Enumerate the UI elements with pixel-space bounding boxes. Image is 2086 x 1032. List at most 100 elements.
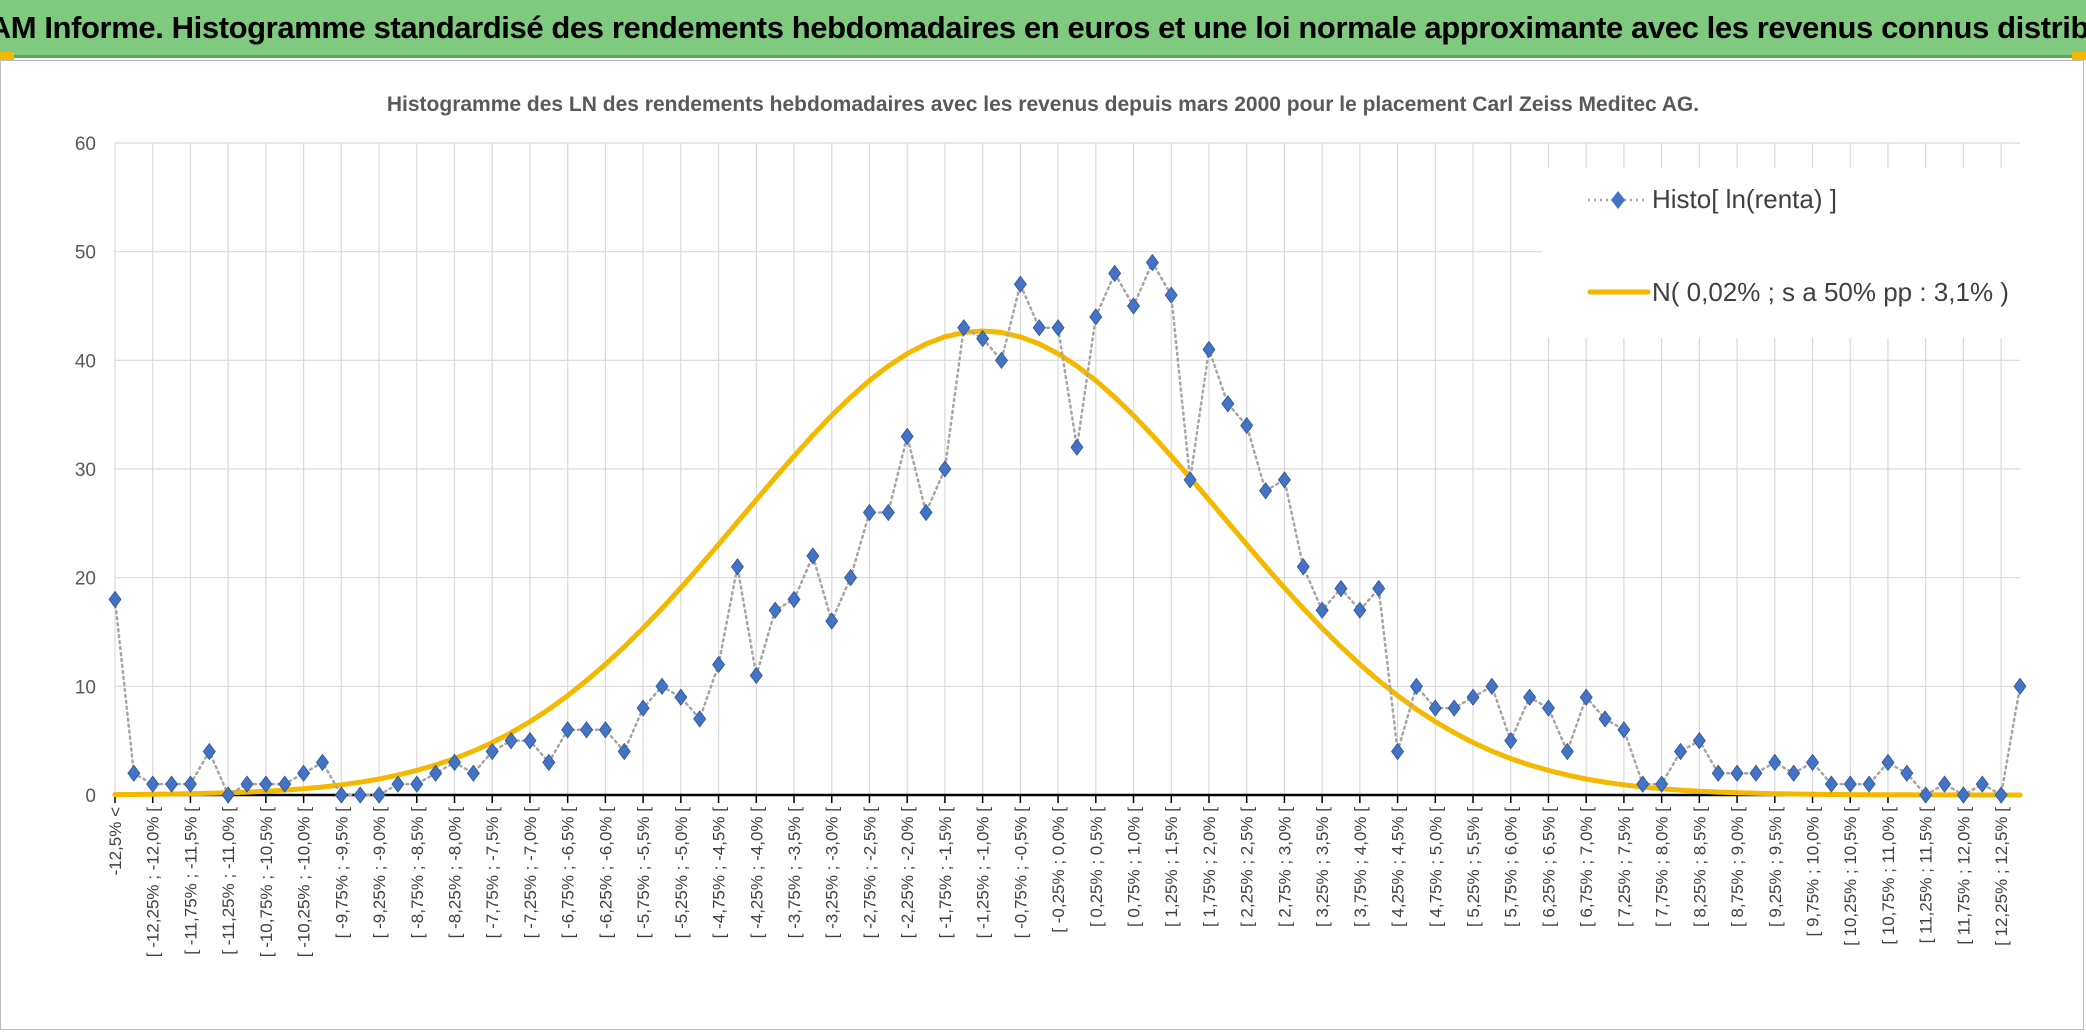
histo-point	[806, 547, 820, 565]
y-axis-ticks: 0 10 20 30 40 50 60	[75, 134, 96, 807]
histo-point	[1259, 482, 1273, 500]
histo-point	[1768, 753, 1782, 772]
y-tick-label: 30	[75, 460, 96, 481]
histo-point	[1013, 275, 1027, 293]
histo-point	[674, 688, 688, 706]
x-tick-label: [ -9,75% ; -9,5% [	[332, 807, 351, 939]
histo-point	[655, 677, 669, 695]
histo-point	[1862, 775, 1876, 793]
histo-point	[1145, 253, 1159, 272]
x-tick-label: [ 3,25% ; 3,5% [	[1313, 807, 1332, 927]
accent-mark-right	[2072, 52, 2086, 60]
histo-point	[1409, 677, 1423, 695]
histo-point	[1221, 395, 1235, 413]
histo-point	[1636, 775, 1650, 793]
histo-point	[1956, 786, 1970, 804]
histo-point	[1315, 601, 1329, 619]
histo-point	[1598, 710, 1612, 728]
x-tick-label: [ -8,25% ; -8,0% [	[446, 807, 465, 939]
histo-point	[844, 569, 858, 587]
histo-point	[221, 786, 235, 804]
histo-point	[1240, 416, 1254, 435]
histo-point	[183, 775, 197, 793]
histo-point	[1692, 732, 1706, 750]
histo-point	[1202, 340, 1216, 359]
x-tick-label: [ 11,25% ; 11,5% [	[1917, 807, 1936, 944]
histo-point	[1391, 742, 1405, 761]
histo-point	[202, 742, 216, 761]
histo-point	[466, 764, 480, 782]
histo-point	[1900, 764, 1914, 782]
histo-point	[1938, 775, 1952, 793]
x-tick-label: [ 5,25% ; 5,5% [	[1464, 807, 1483, 927]
histo-point	[1617, 721, 1631, 739]
x-tick-label: [ -10,25% ; -10,0% [	[295, 807, 314, 958]
y-tick-label: 0	[85, 786, 96, 807]
report-title: ADAM Informe. Histogramme standardisé de…	[0, 9, 2086, 45]
histo-point	[1730, 764, 1744, 782]
histo-point	[1994, 786, 2008, 804]
x-tick-label: [ 1,75% ; 2,0% [	[1200, 807, 1219, 927]
x-tick-label: [ 8,75% ; 9,0% [	[1728, 807, 1747, 927]
histo-point	[146, 775, 160, 793]
histo-point	[561, 721, 575, 739]
histo-series	[108, 253, 2027, 804]
x-tick-label: [ 3,75% ; 4,0% [	[1351, 807, 1370, 927]
histo-point	[900, 427, 914, 446]
histo-point	[1673, 742, 1687, 761]
histo-point	[429, 764, 443, 782]
histo-point	[957, 319, 971, 337]
histo-point	[127, 764, 141, 782]
histo-point	[353, 786, 367, 804]
x-tick-label: [ 2,25% ; 2,5% [	[1238, 807, 1257, 927]
histo-point	[787, 590, 801, 609]
x-tick-label: [ 9,75% ; 10,0% [	[1804, 807, 1823, 937]
histo-point	[938, 460, 952, 478]
x-tick-label: [ 11,75% ; 12,0% [	[1954, 807, 1973, 945]
histo-point	[165, 775, 179, 793]
x-tick-label: [ 0,75% ; 1,0% [	[1125, 807, 1144, 927]
x-tick-label: [ -6,25% ; -6,0% [	[596, 807, 615, 939]
x-tick-label: [ -6,75% ; -6,5% [	[559, 807, 578, 939]
x-tick-label: [ -4,25% ; -4,0% [	[747, 807, 766, 939]
x-tick-label: [ -1,25% ; -1,0% [	[974, 807, 993, 939]
x-tick-label: [ 0,25% ; 0,5% [	[1087, 807, 1106, 927]
histo-point	[730, 558, 744, 576]
histo-point	[2013, 677, 2027, 695]
histo-point	[334, 786, 348, 804]
histo-point	[636, 699, 650, 717]
histo-point	[1843, 775, 1857, 793]
legend-histo-label: Histo[ ln(renta) ]	[1652, 184, 1837, 214]
x-tick-label: [ -3,75% ; -3,5% [	[785, 807, 804, 939]
histo-point	[297, 764, 311, 782]
histo-point	[278, 775, 292, 793]
histo-point	[1334, 579, 1348, 598]
y-tick-label: 10	[75, 677, 96, 698]
histo-point	[825, 612, 839, 630]
histo-point	[523, 732, 537, 750]
x-tick-label: [ 8,25% ; 8,5% [	[1690, 807, 1709, 927]
x-tick-label: [ 6,25% ; 6,5% [	[1539, 807, 1558, 927]
histo-point	[1824, 775, 1838, 793]
legend-normal-label: N( 0,02% ; s a 50% pp : 3,1% )	[1652, 277, 2009, 307]
histo-point	[108, 590, 122, 609]
x-tick-label: [ -4,75% ; -4,5% [	[710, 807, 729, 939]
x-tick-label: [ -2,25% ; -2,0% [	[898, 807, 917, 939]
gridlines	[114, 142, 2020, 795]
histo-point	[1787, 764, 1801, 782]
histo-point	[1466, 688, 1480, 706]
x-tick-label: [ -0,25% ; 0,0% [	[1049, 807, 1068, 933]
x-tick-label: [ -12,25% ; -12,0% [	[144, 807, 163, 958]
x-tick-label: [ -8,75% ; -8,5% [	[408, 807, 427, 939]
x-tick-label: [ 2,75% ; 3,0% [	[1275, 807, 1294, 927]
histo-point	[1504, 732, 1518, 750]
histo-point	[542, 753, 556, 772]
histo-point	[768, 601, 782, 619]
x-tick-label: -12,5% <	[106, 807, 125, 876]
y-tick-label: 60	[75, 134, 96, 155]
histo-point	[1806, 753, 1820, 772]
histo-point	[1183, 471, 1197, 489]
histo-point	[693, 710, 707, 728]
x-tick-label: [ -5,75% ; -5,5% [	[634, 807, 653, 939]
